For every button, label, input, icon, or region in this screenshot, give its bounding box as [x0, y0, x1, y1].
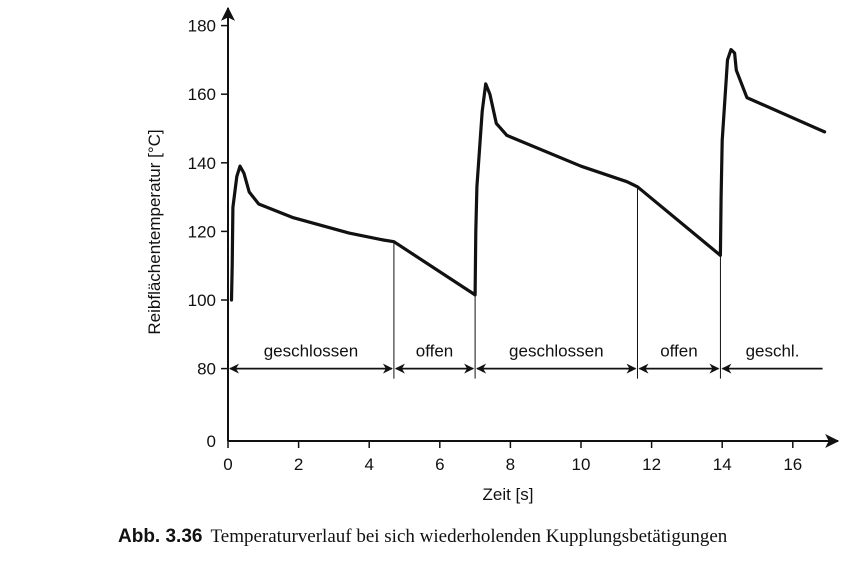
x-tick-label: 4: [364, 455, 373, 474]
x-tick-label: 2: [294, 455, 303, 474]
x-tick-label: 6: [435, 455, 444, 474]
caption-text: Temperaturverlauf bei sich wiederholende…: [210, 526, 728, 547]
y-tick-label: 180: [188, 17, 216, 36]
temperature-line: [229, 48, 827, 302]
phase-label: offen: [660, 342, 698, 361]
y-axis-label: Reibflächentemperatur [°C]: [145, 129, 164, 334]
y-tick-label: 120: [188, 222, 216, 241]
y-tick-label: 0: [207, 432, 216, 451]
x-tick-label: 16: [783, 455, 802, 474]
phase-label: geschlossen: [509, 342, 604, 361]
x-tick-label: 10: [572, 455, 591, 474]
x-tick-label: 12: [642, 455, 661, 474]
phase-label: geschl.: [746, 342, 800, 361]
x-tick-label: 0: [223, 455, 232, 474]
y-tick-label: 140: [188, 154, 216, 173]
caption-number: Abb. 3.36: [118, 526, 203, 547]
x-axis-label: Zeit [s]: [482, 485, 533, 504]
phase-label: offen: [416, 342, 454, 361]
phase-label: geschlossen: [264, 342, 359, 361]
figure-caption: Abb. 3.36 Temperaturverlauf bei sich wied…: [118, 526, 727, 548]
y-tick-label: 80: [197, 360, 216, 379]
x-tick-label: 14: [713, 455, 732, 474]
y-tick-label: 100: [188, 291, 216, 310]
x-tick-label: 8: [506, 455, 515, 474]
y-tick-label: 160: [188, 85, 216, 104]
